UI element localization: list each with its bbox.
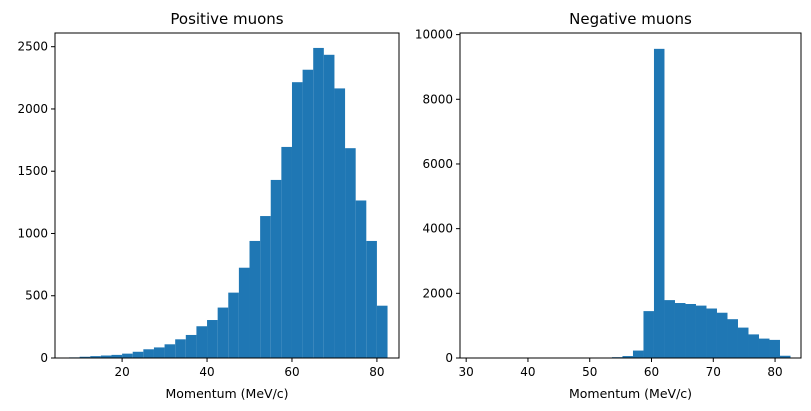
- histogram-bar: [260, 216, 271, 358]
- histogram-bar: [695, 305, 707, 358]
- histogram-bar: [345, 148, 356, 358]
- histogram-bar: [249, 240, 261, 358]
- y-tick-label: 10000: [415, 28, 453, 42]
- y-tick-label: 500: [25, 289, 48, 303]
- x-tick-label: 20: [114, 365, 129, 379]
- histogram-bar: [79, 356, 91, 358]
- y-tick-label: 1000: [17, 226, 48, 240]
- histogram-bar: [207, 320, 218, 358]
- histogram-bar: [674, 303, 686, 358]
- histogram-bar: [355, 200, 367, 358]
- histogram-bar: [376, 305, 388, 358]
- histogram-bar: [153, 347, 165, 358]
- x-tick-label: 50: [582, 365, 597, 379]
- x-tick-label: 80: [767, 365, 782, 379]
- y-tick-label: 2000: [17, 102, 48, 116]
- histogram-bar: [175, 339, 186, 358]
- axes-frame: [459, 32, 802, 359]
- y-tick-label: 4000: [422, 222, 453, 236]
- histogram-bar: [291, 82, 303, 358]
- histogram-bar: [228, 292, 239, 358]
- histogram-bar: [632, 350, 644, 358]
- histogram-bar: [122, 353, 133, 358]
- chart-title: Positive muons: [170, 10, 283, 28]
- axes-frame: [54, 32, 400, 359]
- x-tick-label: 40: [199, 365, 214, 379]
- x-tick-label: 30: [459, 365, 474, 379]
- x-tick-label: 40: [520, 365, 535, 379]
- x-tick-label: 60: [284, 365, 299, 379]
- x-axis-label: Momentum (MeV/c): [165, 386, 288, 401]
- histogram-bar: [238, 267, 250, 358]
- histogram-bar: [366, 240, 377, 358]
- chart-title: Negative muons: [569, 10, 692, 28]
- histogram-bar: [664, 300, 675, 358]
- bars: [69, 47, 388, 358]
- histogram-bar: [270, 179, 282, 358]
- histogram-bar: [196, 326, 208, 358]
- y-tick-label: 0: [445, 351, 453, 365]
- y-tick-label: 2000: [422, 286, 453, 300]
- histogram-bar: [334, 88, 346, 358]
- histogram-bar: [622, 356, 633, 358]
- histogram-bar: [769, 339, 780, 358]
- y-ticks: 0 2000 4000 6000 8000 10000: [415, 28, 460, 365]
- histogram-bar: [737, 327, 749, 358]
- histogram-bar: [706, 308, 717, 358]
- histogram-bar: [758, 338, 770, 358]
- y-ticks: 0 500 1000 1500 2000 2500: [17, 40, 55, 365]
- histogram-bar: [100, 355, 112, 358]
- histogram-bar: [302, 69, 314, 358]
- histogram-bar: [716, 312, 728, 358]
- histogram-bar: [111, 354, 123, 358]
- histogram-bar: [313, 47, 324, 358]
- positive-muons-histogram: Positive muons 20 40 60 80 0 500 1000 1500 2000…: [17, 10, 400, 401]
- x-tick-label: 80: [369, 365, 384, 379]
- histogram-bar: [727, 319, 738, 358]
- y-tick-label: 2500: [17, 40, 48, 54]
- x-ticks: 30 40 50 60 70 80: [459, 358, 783, 379]
- histogram-bar: [653, 48, 665, 358]
- bars: [580, 48, 791, 359]
- histogram-bar: [685, 304, 696, 358]
- x-tick-label: 70: [706, 365, 721, 379]
- y-tick-label: 0: [40, 351, 48, 365]
- x-axis-label: Momentum (MeV/c): [569, 386, 692, 401]
- x-tick-label: 60: [644, 365, 659, 379]
- histogram-bar: [185, 334, 197, 358]
- histogram-bar: [780, 355, 791, 358]
- y-tick-label: 8000: [422, 92, 453, 106]
- histogram-bar: [281, 146, 292, 358]
- negative-muons-histogram: Negative muons 30 40 50 60 70 80 0 2000 4000 600…: [415, 10, 802, 401]
- x-ticks: 20 40 60 80: [114, 358, 385, 379]
- histogram-bar: [132, 351, 144, 358]
- histogram-bar: [164, 344, 176, 358]
- histogram-bar: [748, 334, 759, 358]
- y-tick-label: 6000: [422, 157, 453, 171]
- y-tick-label: 1500: [17, 164, 48, 178]
- histogram-bar: [217, 307, 229, 358]
- histogram-bar: [90, 356, 101, 358]
- histogram-bar: [323, 54, 335, 358]
- histogram-bar: [143, 349, 154, 358]
- histogram-bar: [643, 311, 654, 358]
